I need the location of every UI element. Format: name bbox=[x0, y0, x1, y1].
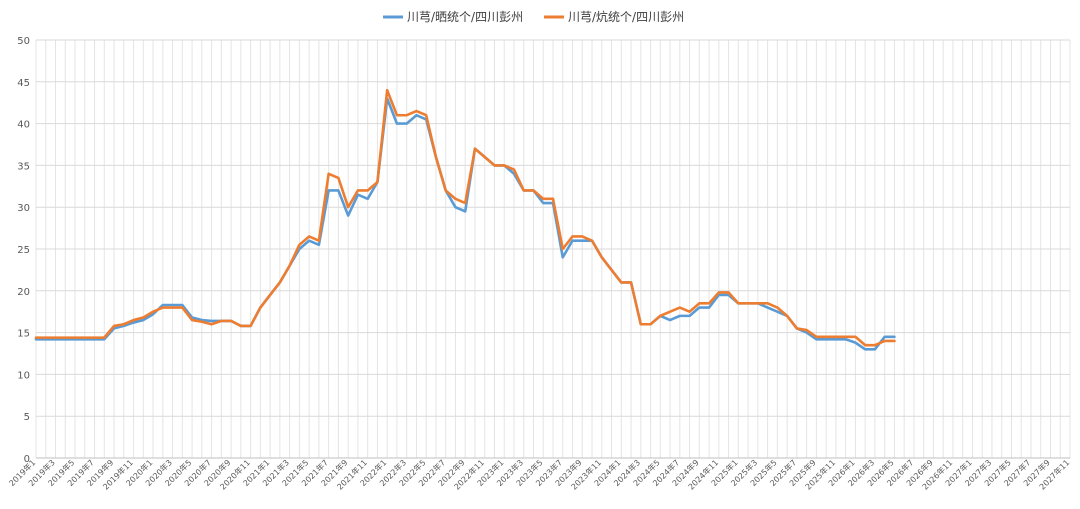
chart-gridlines bbox=[35, 39, 1071, 459]
y-tick-label: 40 bbox=[17, 120, 30, 131]
y-tick-label: 25 bbox=[17, 245, 30, 256]
legend-label-series-2: 川芎/炕统个/四川彭州 bbox=[568, 9, 684, 24]
legend-label-series-1: 川芎/晒统个/四川彭州 bbox=[407, 10, 523, 24]
chart-legend: 川芎/晒统个/四川彭州 川芎/炕统个/四川彭州 bbox=[383, 9, 684, 24]
x-axis: 2019年12019年32019年52019年72019年92019年11202… bbox=[7, 457, 1072, 491]
series-line-2 bbox=[34, 88, 896, 347]
y-tick-label: 30 bbox=[17, 203, 30, 214]
chart-series bbox=[34, 88, 896, 351]
y-tick-label: 35 bbox=[17, 161, 30, 172]
y-tick-label: 50 bbox=[17, 36, 30, 47]
y-tick-label: 45 bbox=[17, 78, 30, 89]
y-axis: 0 5 10 15 20 25 30 35 40 45 50 bbox=[17, 36, 30, 465]
y-tick-label: 15 bbox=[17, 329, 30, 340]
y-tick-label: 10 bbox=[17, 370, 30, 381]
y-tick-label: 20 bbox=[17, 287, 30, 298]
y-tick-label: 5 bbox=[24, 412, 30, 423]
y-tick-label: 0 bbox=[24, 454, 30, 465]
